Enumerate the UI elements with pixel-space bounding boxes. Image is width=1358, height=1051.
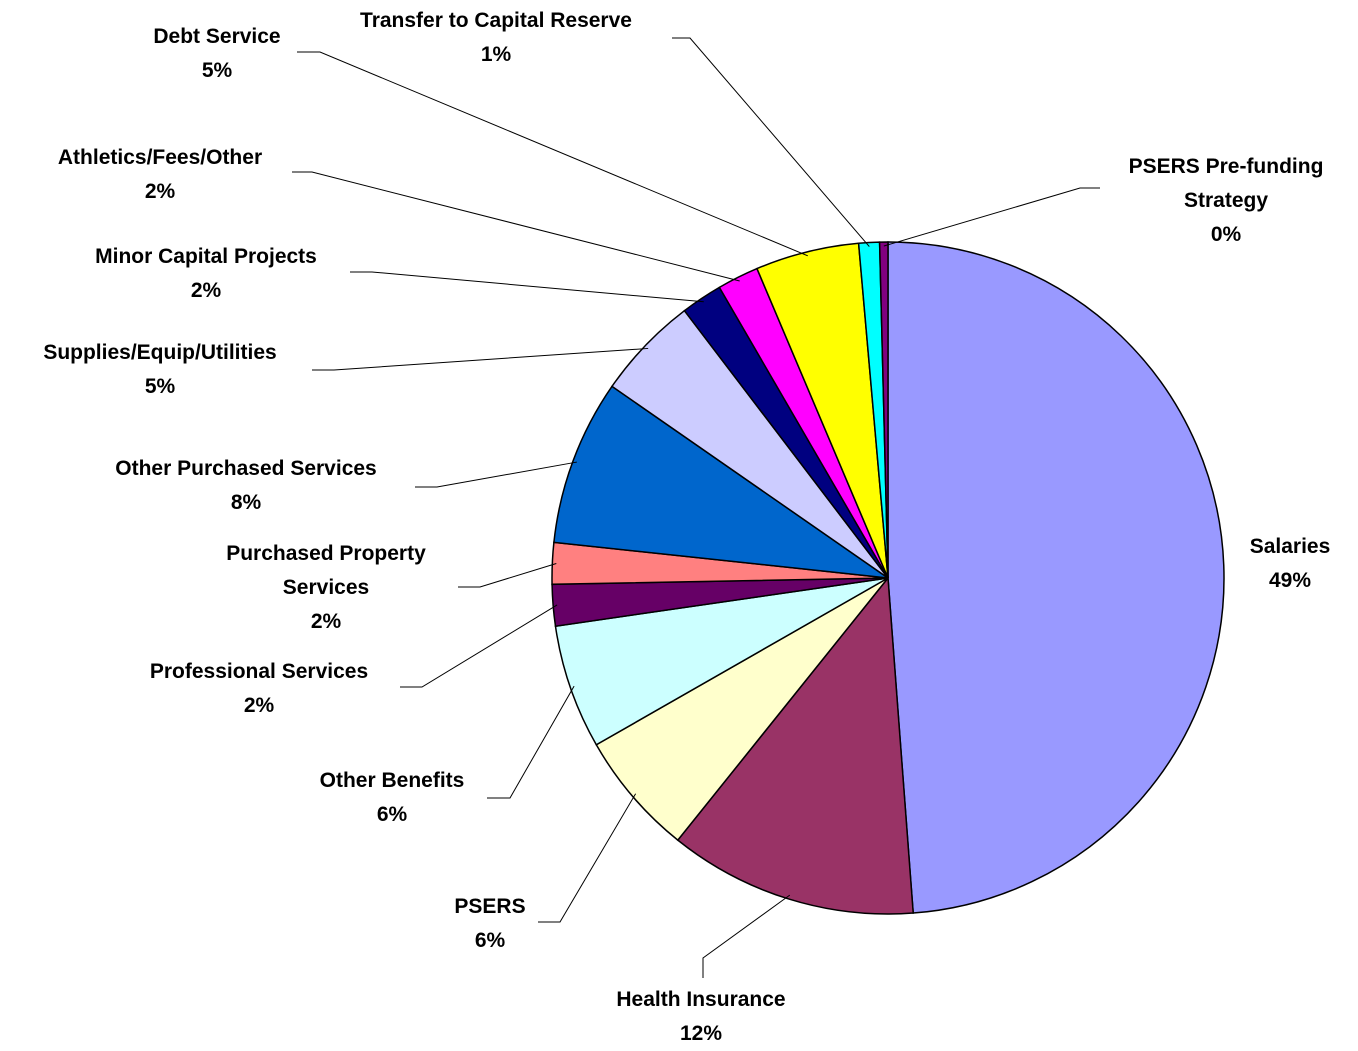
category-name: Athletics/Fees/Other bbox=[57, 146, 263, 169]
category-name: PSERS bbox=[454, 895, 526, 918]
category-name: PSERS Pre-funding Strategy bbox=[1128, 155, 1324, 212]
value-label: 5% bbox=[201, 59, 233, 82]
leader-line bbox=[883, 187, 1100, 247]
slice-label: Purchased Property Services 2% bbox=[196, 537, 456, 639]
value-label: 6% bbox=[376, 803, 408, 826]
category-name: Minor Capital Projects bbox=[95, 245, 317, 268]
leader-line bbox=[415, 461, 577, 488]
category-name: Health Insurance bbox=[616, 988, 786, 1011]
slice-label: Other Benefits 6% bbox=[320, 764, 465, 832]
category-name: Professional Services bbox=[149, 660, 369, 683]
leader-line bbox=[487, 685, 575, 799]
value-label: 2% bbox=[310, 610, 342, 633]
slice-label: Transfer to Capital Reserve 1% bbox=[360, 4, 632, 72]
value-label: 0% bbox=[1210, 223, 1242, 246]
value-label: 5% bbox=[144, 375, 176, 398]
slice-label: PSERS Pre-funding Strategy 0% bbox=[1096, 150, 1356, 252]
category-name: Other Benefits bbox=[319, 769, 465, 792]
leader-line bbox=[538, 793, 637, 923]
slice-label: Salaries 49% bbox=[1250, 530, 1331, 598]
category-name: Other Purchased Services bbox=[115, 457, 377, 480]
leader-line bbox=[297, 51, 808, 257]
category-name: Supplies/Equip/Utilities bbox=[43, 341, 277, 364]
pie-slice bbox=[553, 385, 889, 579]
leader-line bbox=[458, 562, 557, 588]
slice-label: PSERS 6% bbox=[454, 890, 525, 958]
leader-line bbox=[350, 271, 704, 303]
category-name: Transfer to Capital Reserve bbox=[360, 9, 632, 32]
category-name: Debt Service bbox=[153, 25, 281, 48]
leader-line bbox=[292, 171, 740, 282]
slice-label: Debt Service 5% bbox=[153, 20, 280, 88]
pie-slice bbox=[595, 577, 889, 842]
value-label: 1% bbox=[480, 43, 512, 66]
slice-label: Athletics/Fees/Other 2% bbox=[58, 141, 262, 209]
pie-slice bbox=[887, 241, 1225, 914]
value-label: 2% bbox=[144, 180, 176, 203]
slice-label: Health Insurance 12% bbox=[616, 983, 785, 1051]
slice-label: Minor Capital Projects 2% bbox=[95, 240, 317, 308]
value-label: 49% bbox=[1268, 569, 1312, 592]
slice-label: Other Purchased Services 8% bbox=[115, 452, 376, 520]
value-label: 8% bbox=[230, 491, 262, 514]
value-label: 6% bbox=[474, 929, 506, 952]
leader-line bbox=[672, 37, 870, 247]
slice-label: Professional Services 2% bbox=[150, 655, 368, 723]
value-label: 2% bbox=[243, 694, 275, 717]
leader-line bbox=[702, 894, 791, 978]
pie-slice bbox=[878, 241, 889, 579]
value-label: 2% bbox=[190, 279, 222, 302]
leader-line bbox=[400, 604, 558, 688]
value-label: 12% bbox=[679, 1022, 723, 1045]
category-name: Purchased Property Services bbox=[226, 542, 426, 599]
slice-label: Supplies/Equip/Utilities 5% bbox=[43, 336, 276, 404]
pie-slice bbox=[554, 577, 889, 746]
category-name: Salaries bbox=[1249, 535, 1331, 558]
leader-line bbox=[312, 347, 649, 371]
pie-slice bbox=[676, 576, 915, 915]
